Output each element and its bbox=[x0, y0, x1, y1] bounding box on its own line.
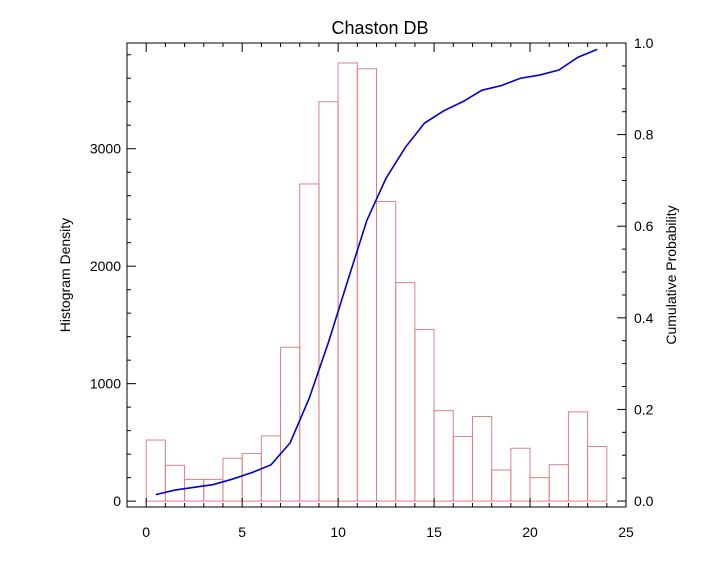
histogram-bar bbox=[164, 464, 186, 502]
y-tick-label: 3000 bbox=[90, 141, 121, 157]
chart-title: Chaston DB bbox=[331, 18, 428, 38]
cumulative-line-layer bbox=[155, 48, 598, 496]
x-tick-label: 0 bbox=[142, 524, 150, 540]
histogram-bar bbox=[241, 453, 262, 502]
histogram-bar bbox=[529, 477, 550, 502]
histogram-bar bbox=[433, 410, 454, 502]
histogram-bar bbox=[414, 329, 435, 502]
histogram-bar bbox=[299, 183, 320, 502]
y-tick-label: 2000 bbox=[90, 258, 121, 274]
histogram-bar bbox=[356, 68, 377, 502]
x-tick-label: 10 bbox=[330, 524, 346, 540]
histogram-bar bbox=[318, 101, 339, 502]
y2-tick-label: 1.0 bbox=[634, 35, 654, 51]
histogram-bar bbox=[260, 435, 282, 502]
y2-axis-label: Cumulative Probability bbox=[663, 205, 679, 344]
histogram-bar bbox=[452, 436, 473, 502]
x-tick-label: 5 bbox=[238, 524, 246, 540]
histogram-bar bbox=[471, 416, 493, 502]
y2-tick-label: 0.6 bbox=[634, 218, 654, 234]
y2-tick-label: 0.8 bbox=[634, 127, 654, 143]
histogram-bar bbox=[567, 411, 589, 502]
y2-tick-label: 0.0 bbox=[634, 493, 654, 509]
y-axis-label: Histogram Density bbox=[57, 218, 73, 332]
x-tick-label: 15 bbox=[426, 524, 442, 540]
histogram-bar bbox=[510, 447, 531, 502]
histogram-bar bbox=[184, 478, 205, 502]
y2-tick-label: 0.2 bbox=[634, 401, 654, 417]
cumulative-probability-line bbox=[155, 48, 598, 496]
y2-tick-label: 0.4 bbox=[634, 310, 654, 326]
histogram-bar bbox=[145, 439, 166, 502]
y-tick-label: 0 bbox=[113, 493, 121, 509]
histogram-bar bbox=[395, 282, 416, 502]
axes: 0 5 10 15 20 25 0 1000 2000 3000 0.0 0.2 0.4 0.6 0.8 1.… bbox=[90, 35, 654, 540]
y-tick-label: 1000 bbox=[90, 376, 121, 392]
histogram-bar bbox=[280, 346, 301, 502]
histogram-bar bbox=[491, 469, 512, 502]
histogram-bar bbox=[548, 464, 569, 502]
histogram-bar bbox=[587, 446, 608, 502]
histogram-bar bbox=[376, 201, 397, 502]
x-tick-label: 20 bbox=[522, 524, 538, 540]
histogram-bars bbox=[145, 62, 608, 502]
x-tick-label: 25 bbox=[618, 524, 634, 540]
